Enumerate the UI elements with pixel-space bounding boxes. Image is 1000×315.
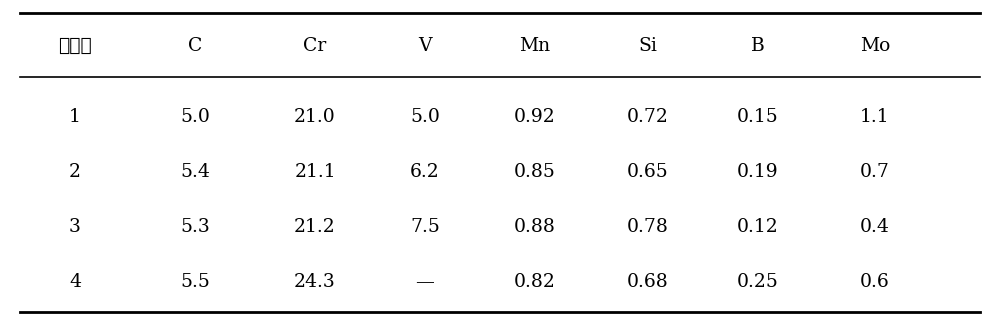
- Text: 0.19: 0.19: [737, 163, 779, 181]
- Text: Mn: Mn: [519, 37, 551, 55]
- Text: 5.0: 5.0: [180, 107, 210, 126]
- Text: B: B: [751, 37, 765, 55]
- Text: 实施例: 实施例: [58, 36, 92, 55]
- Text: 21.0: 21.0: [294, 107, 336, 126]
- Text: 5.4: 5.4: [180, 163, 210, 181]
- Text: 3: 3: [69, 218, 81, 236]
- Text: 0.4: 0.4: [860, 218, 890, 236]
- Text: Cr: Cr: [303, 37, 327, 55]
- Text: 6.2: 6.2: [410, 163, 440, 181]
- Text: 0.12: 0.12: [737, 218, 779, 236]
- Text: V: V: [418, 37, 432, 55]
- Text: Mo: Mo: [860, 37, 890, 55]
- Text: 24.3: 24.3: [294, 273, 336, 291]
- Text: 0.78: 0.78: [627, 218, 669, 236]
- Text: 0.7: 0.7: [860, 163, 890, 181]
- Text: 0.65: 0.65: [627, 163, 669, 181]
- Text: 0.25: 0.25: [737, 273, 779, 291]
- Text: —: —: [416, 273, 434, 291]
- Text: 0.82: 0.82: [514, 273, 556, 291]
- Text: 4: 4: [69, 273, 81, 291]
- Text: 1: 1: [69, 107, 81, 126]
- Text: 2: 2: [69, 163, 81, 181]
- Text: 5.0: 5.0: [410, 107, 440, 126]
- Text: 1.1: 1.1: [860, 107, 890, 126]
- Text: 21.1: 21.1: [294, 163, 336, 181]
- Text: 7.5: 7.5: [410, 218, 440, 236]
- Text: 0.92: 0.92: [514, 107, 556, 126]
- Text: C: C: [188, 37, 202, 55]
- Text: 21.2: 21.2: [294, 218, 336, 236]
- Text: Si: Si: [639, 37, 657, 55]
- Text: 0.85: 0.85: [514, 163, 556, 181]
- Text: 0.88: 0.88: [514, 218, 556, 236]
- Text: 5.5: 5.5: [180, 273, 210, 291]
- Text: 0.68: 0.68: [627, 273, 669, 291]
- Text: 0.6: 0.6: [860, 273, 890, 291]
- Text: 5.3: 5.3: [180, 218, 210, 236]
- Text: 0.72: 0.72: [627, 107, 669, 126]
- Text: 0.15: 0.15: [737, 107, 779, 126]
